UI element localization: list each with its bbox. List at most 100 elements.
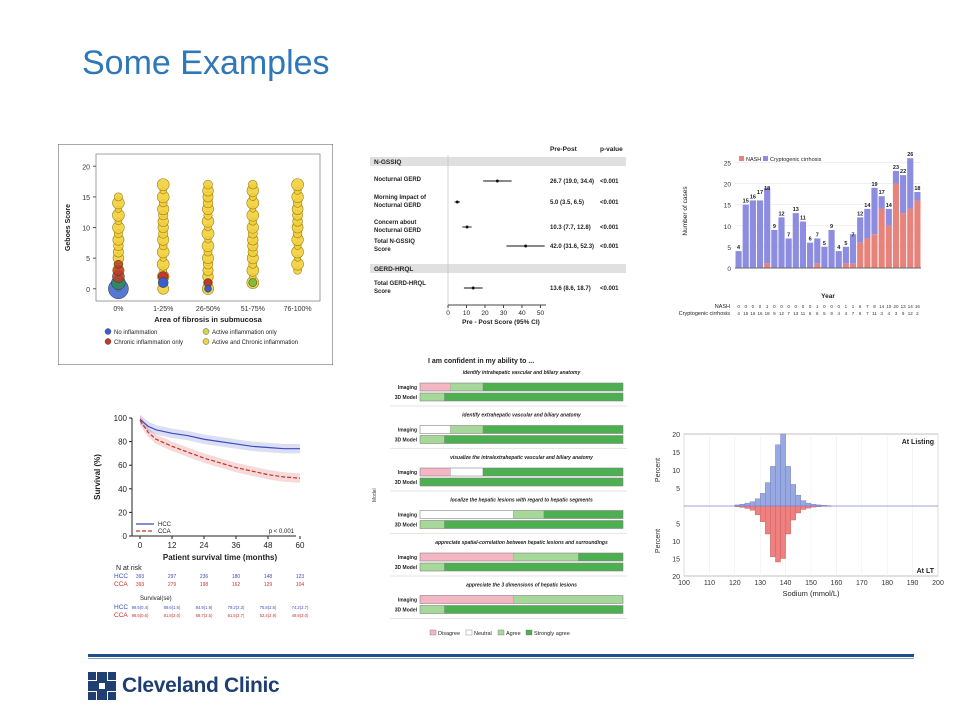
x-tick-label: 50 — [537, 310, 545, 317]
row-frame — [419, 510, 624, 519]
bar-total-label: 12 — [778, 211, 784, 217]
table-cell: 16 — [758, 311, 764, 316]
bar-at-lt — [780, 505, 786, 559]
survival-curve — [139, 418, 300, 450]
likert-segment — [513, 595, 624, 604]
bar-nash — [907, 208, 914, 268]
x-tick-label: 200 — [932, 580, 944, 587]
legend-swatch — [763, 156, 768, 161]
p-value: <0.001 — [600, 179, 619, 185]
x-axis-label: Pre - Post Score (95% CI) — [462, 319, 540, 326]
y-axis-label: Geboes Score — [65, 204, 72, 251]
bar-total-label: 19 — [871, 182, 877, 188]
likert-segment — [419, 562, 445, 572]
section-label: GERD-HRQL — [374, 266, 413, 273]
bar-at-lt — [785, 505, 791, 535]
likert-segment — [444, 562, 624, 572]
row-label: Score — [374, 247, 391, 253]
table-cell: 7 — [787, 311, 790, 316]
survival-value: 49.8(3.0) — [292, 613, 309, 618]
bar-at-listing — [765, 482, 771, 507]
bar-total-label: 14 — [864, 203, 871, 209]
table-cell: 0 — [752, 304, 755, 309]
bar-cryptogenic — [799, 221, 807, 268]
risk-value: 123 — [296, 574, 305, 580]
survival-value: 81.8(2.0) — [164, 613, 181, 618]
bar-cryptogenic — [914, 192, 921, 201]
bubble-chart: 0 5 10 15 20 0% 1-25% 26-50% 51-75% 76-100% Area o… — [58, 144, 333, 365]
bar-at-lt — [759, 505, 766, 522]
x-tick-label: 24 — [200, 541, 209, 550]
bar-total-label: 18 — [914, 186, 920, 192]
x-tick-label: 170 — [856, 580, 868, 587]
table-cell: 9 — [830, 311, 833, 316]
legend-swatch — [429, 629, 437, 636]
y-tick-label: 0 — [727, 266, 731, 273]
likert-segment — [450, 382, 484, 392]
row-label: Imaging — [398, 385, 417, 391]
risk-table-title: N at risk — [116, 565, 142, 572]
x-tick-label: 10 — [463, 310, 471, 317]
bar-total-label: 7 — [787, 232, 790, 238]
x-tick-label: 140 — [780, 580, 792, 587]
p-value: <0.001 — [600, 225, 619, 231]
x-tick-label: 110 — [704, 580, 715, 587]
bar-cryptogenic — [864, 208, 871, 239]
likert-segment — [444, 435, 624, 444]
bar-cryptogenic — [885, 208, 892, 226]
bar-nash — [885, 225, 892, 268]
bar-total-label: 7 — [852, 232, 855, 238]
table-cell: 6 — [809, 311, 812, 316]
section-label: N-GSSIQ — [374, 159, 401, 166]
likert-panel: I am confident in my ability to ... Model… — [366, 352, 631, 642]
table-cell: 11 — [872, 311, 877, 316]
bubble — [203, 179, 213, 190]
sodium-panel: 100 110 120 130 140 150 160 170 180 190 200 5 5 10 10 1… — [650, 426, 950, 606]
row-label: Nocturnal GERD — [374, 228, 422, 234]
bar-nash — [849, 263, 857, 268]
y-tick-label: 10 — [724, 224, 732, 231]
table-cell: 12 — [908, 311, 914, 316]
row-label: Concern about — [374, 220, 416, 226]
bar-cryptogenic — [871, 187, 878, 235]
likert-segment — [419, 605, 445, 614]
row-frame — [419, 605, 624, 614]
bubble — [248, 179, 258, 190]
bar-total-label: 12 — [857, 211, 863, 217]
y-tick-label: 10 — [672, 468, 680, 475]
table-cell: 18 — [765, 311, 771, 316]
bar-total-label: 11 — [800, 216, 806, 222]
footer-rule — [88, 654, 914, 657]
table-cell: 4 — [888, 311, 891, 316]
row-label: Imaging — [398, 470, 417, 476]
bubble — [156, 178, 170, 191]
table-cell: 16 — [750, 311, 756, 316]
likert-segment — [513, 552, 579, 562]
bubble — [248, 278, 258, 287]
point-estimate — [524, 244, 528, 248]
legend-swatch — [104, 338, 112, 345]
x-axis-label: Patient survival time (months) — [163, 553, 278, 562]
survival-value: 79.2(2.3) — [228, 605, 245, 610]
bar-nash — [857, 242, 864, 268]
bar-at-listing — [805, 502, 812, 507]
table-cell: 14 — [908, 304, 914, 309]
bar-cryptogenic — [771, 230, 778, 268]
p-value-annotation: p < 0.001 — [269, 529, 295, 535]
row-label: Imaging — [398, 555, 417, 561]
x-tick-label: 0 — [138, 541, 143, 550]
survival-value: 68.7(2.5) — [196, 613, 213, 618]
survival-table-title: Survival(se) — [140, 596, 172, 602]
x-axis-label: Area of fibrosis in submucosa — [154, 315, 262, 324]
survival-value: 98.5(0.6) — [132, 613, 149, 618]
likert-segment — [444, 605, 624, 614]
bar-cryptogenic — [842, 246, 849, 264]
x-tick-label: 12 — [168, 541, 177, 550]
bar-at-listing — [770, 466, 776, 507]
legend-swatch — [465, 629, 473, 636]
row-frame — [419, 562, 624, 572]
x-tick-label: 26-50% — [196, 306, 220, 313]
likert-segment — [419, 595, 514, 604]
legend-label: No inflammation — [114, 330, 157, 336]
x-tick-label: 60 — [296, 541, 305, 550]
